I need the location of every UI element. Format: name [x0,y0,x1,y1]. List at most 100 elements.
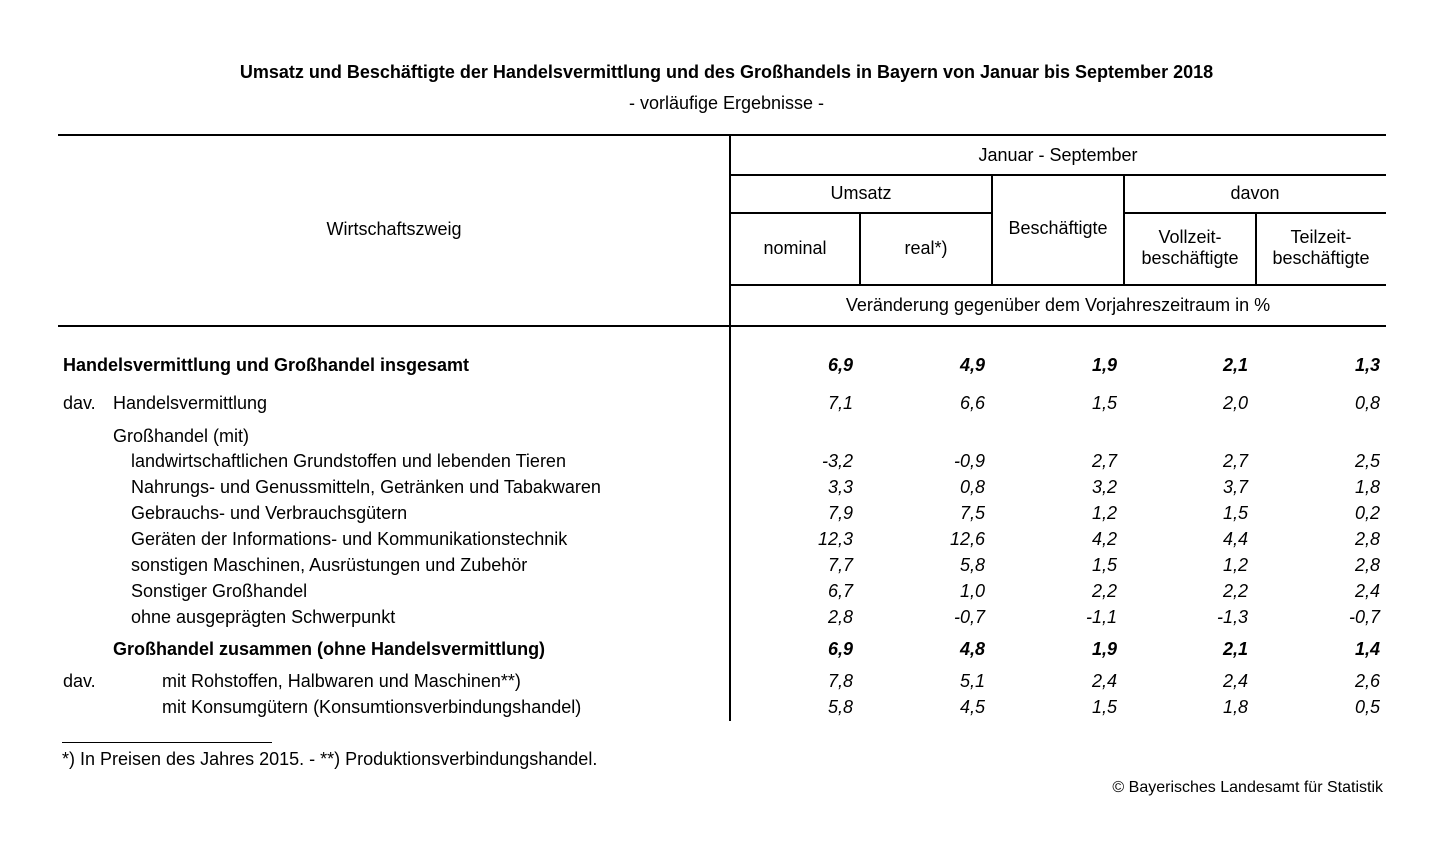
header-davon: davon [1230,183,1280,203]
table-row: Handelsvermittlung und Großhandel insges… [0,355,1453,377]
table-row: Geräten der Informations- und Kommunikat… [0,529,1453,551]
cell-value: 0,8 [1354,393,1380,413]
header-real: real*) [904,238,948,258]
cell-value: 5,8 [827,697,853,717]
header-beschaeftigte: Beschäftigte [1008,218,1108,238]
row-label: Handelsvermittlung und Großhandel insges… [63,355,470,375]
cell-value: 1,9 [1091,355,1117,375]
cell-value: 3,7 [1222,477,1248,497]
row-prefix: dav. [63,671,96,691]
column-divider [1123,174,1125,285]
cell-value: 4,8 [959,639,985,659]
cell-value: 2,1 [1222,639,1248,659]
cell-value: 12,3 [817,529,853,549]
cell-value: 1,5 [1091,555,1117,575]
rule [730,212,992,214]
table-row: Großhandel (mit) [0,426,1453,448]
cell-value: 2,7 [1091,451,1117,471]
cell-value: -3,2 [821,451,853,471]
rule-header-bottom [58,325,1386,327]
cell-value: 7,8 [827,671,853,691]
cell-value: 1,8 [1354,477,1380,497]
row-label: sonstigen Maschinen, Ausrüstungen und Zu… [131,555,528,575]
header-teilzeit-line1: Teilzeit- [1290,227,1352,247]
cell-value: 2,8 [1354,555,1380,575]
cell-value: 1,0 [959,581,985,601]
row-label: mit Konsumgütern (Konsumtionsverbindungs… [162,697,582,717]
header-period: Januar - September [978,145,1138,165]
table-row: sonstigen Maschinen, Ausrüstungen und Zu… [0,555,1453,577]
cell-value: 1,5 [1222,503,1248,523]
column-divider [729,134,731,721]
cell-value: 1,3 [1354,355,1380,375]
cell-value: 3,3 [827,477,853,497]
cell-value: -0,7 [953,607,985,627]
cell-value: 7,1 [827,393,853,413]
cell-value: 4,4 [1222,529,1248,549]
header-vollzeit-line1: Vollzeit- [1158,227,1222,247]
cell-value: 1,5 [1091,697,1117,717]
cell-value: -1,3 [1216,607,1248,627]
column-divider [859,212,861,285]
cell-value: 12,6 [949,529,985,549]
cell-value: -0,7 [1348,607,1380,627]
cell-value: 7,9 [827,503,853,523]
cell-value: 3,2 [1091,477,1117,497]
header-wirtschaftszweig: Wirtschaftszweig [326,219,462,239]
header-teilzeit: Teilzeit-beschäftigte [1256,227,1386,269]
header-umsatz: Umsatz [830,183,892,203]
cell-value: 6,9 [827,639,853,659]
cell-value: 1,4 [1354,639,1380,659]
cell-value: 4,9 [959,355,985,375]
cell-value: 1,2 [1222,555,1248,575]
row-label: Handelsvermittlung [113,393,268,413]
cell-value: 2,4 [1222,671,1248,691]
cell-value: 2,2 [1091,581,1117,601]
table-row: dav. mit Rohstoffen, Halbwaren und Maschi… [0,671,1453,693]
header-vollzeit: Vollzeit-beschäftigte [1124,227,1256,269]
row-label: Großhandel (mit) [113,426,250,446]
cell-value: 2,1 [1222,355,1248,375]
cell-value: 0,8 [959,477,985,497]
cell-value: -1,1 [1085,607,1117,627]
header-vollzeit-line2: beschäftigte [1141,248,1239,268]
cell-value: 0,5 [1354,697,1380,717]
cell-value: 2,6 [1354,671,1380,691]
cell-value: 2,7 [1222,451,1248,471]
cell-value: 5,8 [959,555,985,575]
copyright: © Bayerisches Landesamt für Statistik [1112,779,1383,796]
row-label: Sonstiger Großhandel [131,581,308,601]
cell-value: 6,7 [827,581,853,601]
cell-value: 5,1 [959,671,985,691]
footnote: *) In Preisen des Jahres 2015. - **) Pro… [62,749,598,769]
table-row: Sonstiger Großhandel 6,7 1,0 2,2 2,2 2,4 [0,581,1453,603]
cell-value: 4,2 [1091,529,1117,549]
cell-value: 6,9 [827,355,853,375]
cell-value: 0,2 [1354,503,1380,523]
header-unit: Veränderung gegenüber dem Vorjahreszeitr… [845,295,1271,315]
table-row: landwirtschaftlichen Grundstoffen und le… [0,451,1453,473]
table-row: Nahrungs- und Genussmitteln, Getränken u… [0,477,1453,499]
table-row: ohne ausgeprägten Schwerpunkt 2,8 -0,7 -1,1… [0,607,1453,629]
cell-value: 2,8 [827,607,853,627]
table-title: Umsatz und Beschäftigte der Handelsvermi… [239,62,1214,82]
cell-value: 7,5 [959,503,985,523]
cell-value: 2,0 [1222,393,1248,413]
row-label: Geräten der Informations- und Kommunikat… [131,529,568,549]
table-subtitle: - vorläufige Ergebnisse - [628,93,825,113]
row-label: mit Rohstoffen, Halbwaren und Maschinen*… [162,671,521,691]
cell-value: 6,6 [959,393,985,413]
cell-value: 2,8 [1354,529,1380,549]
rule [730,284,1386,286]
column-divider [991,174,993,285]
cell-value: 1,5 [1091,393,1117,413]
row-label: Nahrungs- und Genussmitteln, Getränken u… [131,477,601,497]
table-row: dav. Handelsvermittlung 7,1 6,6 1,5 2,0 0,8 [0,393,1453,415]
column-divider [1255,212,1257,285]
cell-value: 1,2 [1091,503,1117,523]
footnote-rule [62,742,272,743]
table-row: Gebrauchs- und Verbrauchsgütern 7,9 7,5 1,2… [0,503,1453,525]
cell-value: -0,9 [953,451,985,471]
row-prefix: dav. [63,393,96,413]
cell-value: 2,4 [1091,671,1117,691]
